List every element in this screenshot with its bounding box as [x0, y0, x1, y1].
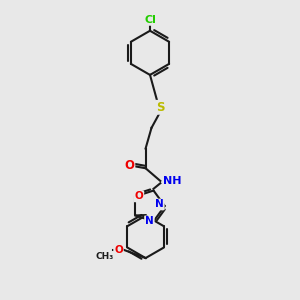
Text: CH₃: CH₃	[96, 252, 114, 261]
Text: Cl: Cl	[144, 15, 156, 25]
Text: O: O	[124, 159, 134, 172]
Text: O: O	[114, 245, 123, 255]
Text: N: N	[145, 216, 154, 226]
Text: O: O	[135, 191, 143, 201]
Text: NH: NH	[163, 176, 182, 186]
Text: N: N	[155, 200, 164, 209]
Text: S: S	[156, 101, 165, 114]
